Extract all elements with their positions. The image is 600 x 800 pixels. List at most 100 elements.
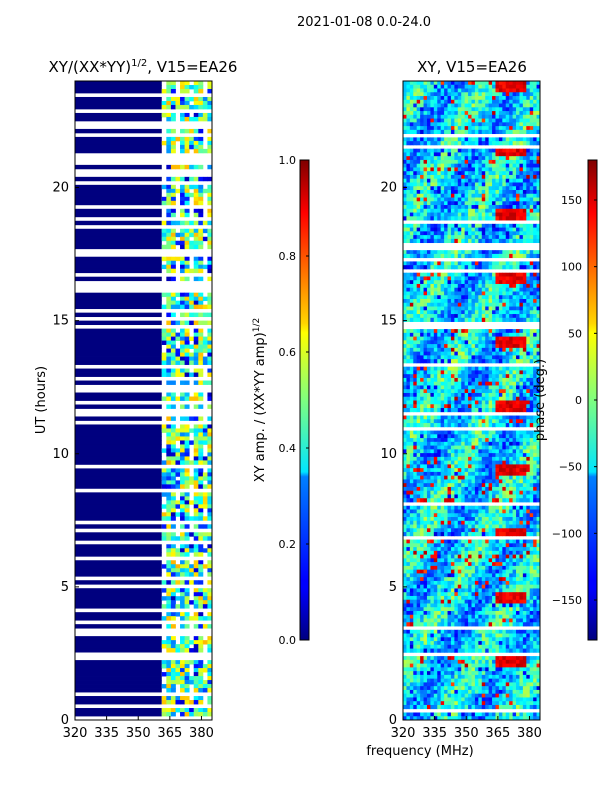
phase-cell	[485, 212, 490, 217]
phase-cell	[529, 253, 534, 259]
phase-cell	[519, 276, 524, 281]
amplitude-cell	[184, 600, 190, 605]
phase-cell	[457, 84, 462, 89]
phase-cell	[522, 216, 527, 221]
phase-cell	[433, 250, 438, 255]
amplitude-cell	[193, 532, 199, 537]
phase-cell	[457, 366, 462, 371]
phase-heatmap	[403, 81, 541, 721]
amplitude-cell	[193, 472, 199, 477]
phase-cell	[457, 336, 462, 341]
phase-cell	[450, 423, 455, 428]
phase-cell	[529, 314, 534, 319]
phase-cell	[536, 299, 541, 304]
phase-cell	[437, 272, 442, 277]
phase-cell	[468, 351, 472, 356]
phase-cell	[461, 475, 466, 480]
amplitude-cell	[180, 300, 185, 306]
phase-cell	[464, 468, 469, 473]
phase-cell	[430, 118, 435, 123]
amplitude-cell	[202, 436, 208, 441]
amplitude-cell	[166, 100, 172, 106]
phase-cell	[471, 81, 476, 86]
phase-cell	[488, 88, 493, 93]
amplitude-cell	[193, 536, 199, 541]
amplitude-cell	[166, 392, 172, 397]
phase-cell	[502, 111, 507, 116]
phase-cell	[522, 122, 527, 127]
amplitude-cell	[207, 572, 213, 577]
phase-cell	[485, 186, 490, 191]
amplitude-cell	[166, 432, 172, 437]
phase-cell	[433, 118, 438, 123]
phase-cell	[485, 111, 490, 116]
phase-cell	[502, 449, 507, 454]
phase-cell	[529, 193, 534, 198]
phase-cell	[457, 302, 462, 307]
amplitude-cell	[184, 212, 190, 218]
phase-cell	[512, 231, 517, 236]
phase-cell	[457, 392, 462, 398]
phase-cell	[450, 351, 455, 356]
phase-cell	[426, 107, 431, 112]
phase-cell	[444, 137, 448, 142]
phase-cell	[423, 449, 428, 454]
amplitude-cell	[184, 176, 190, 182]
amplitude-cell	[166, 476, 172, 481]
phase-cell	[536, 250, 541, 255]
phase-cell	[471, 122, 476, 127]
phase-cell	[461, 441, 466, 447]
phase-cell	[420, 310, 424, 315]
phase-cell	[502, 167, 507, 172]
phase-cell	[505, 159, 510, 165]
phase-cell	[498, 302, 503, 307]
amplitude-masked-cell	[75, 592, 162, 597]
phase-cell	[474, 460, 479, 465]
phase-cell	[423, 163, 428, 168]
phase-cell	[495, 302, 500, 307]
phase-cell	[512, 92, 517, 97]
phase-cell	[522, 359, 527, 364]
phase-cell	[409, 178, 414, 183]
phase-cell	[485, 471, 490, 477]
phase-cell	[403, 212, 407, 217]
phase-cell	[492, 359, 496, 364]
amplitude-cell	[193, 304, 199, 310]
amplitude-cell	[175, 536, 181, 541]
phase-cell	[461, 107, 466, 112]
amplitude-cell	[184, 476, 190, 481]
phase-cell	[437, 479, 442, 484]
phase-cell	[403, 430, 407, 435]
phase-cell	[509, 159, 513, 165]
phase-cell	[502, 137, 507, 142]
phase-cell	[413, 306, 418, 311]
phase-cell	[447, 231, 452, 236]
phase-cell	[485, 208, 490, 213]
phase-cell	[409, 449, 414, 454]
phase-cell	[420, 208, 424, 213]
phase-cell	[481, 310, 486, 315]
phase-cell	[529, 359, 534, 364]
phase-cell	[481, 193, 486, 198]
phase-cell	[454, 81, 459, 86]
phase-cell	[505, 171, 510, 176]
phase-cell	[509, 408, 513, 413]
phase-cell	[423, 88, 428, 93]
amplitude-cell	[202, 496, 208, 501]
amplitude-cell	[166, 580, 172, 585]
phase-cell	[526, 223, 531, 228]
phase-cell	[409, 306, 414, 311]
phase-cell	[498, 156, 503, 161]
phase-cell	[433, 310, 438, 315]
amplitude-cell	[193, 208, 199, 214]
amplitude-cell	[180, 188, 185, 194]
phase-cell	[485, 261, 490, 266]
phase-cell	[450, 344, 455, 349]
amplitude-cell	[161, 708, 167, 713]
phase-cell	[488, 280, 493, 285]
amplitude-cell	[193, 292, 199, 298]
phase-cell	[454, 231, 459, 236]
phase-cell	[481, 96, 486, 101]
phase-cell	[464, 156, 469, 161]
phase-cell	[478, 178, 483, 183]
